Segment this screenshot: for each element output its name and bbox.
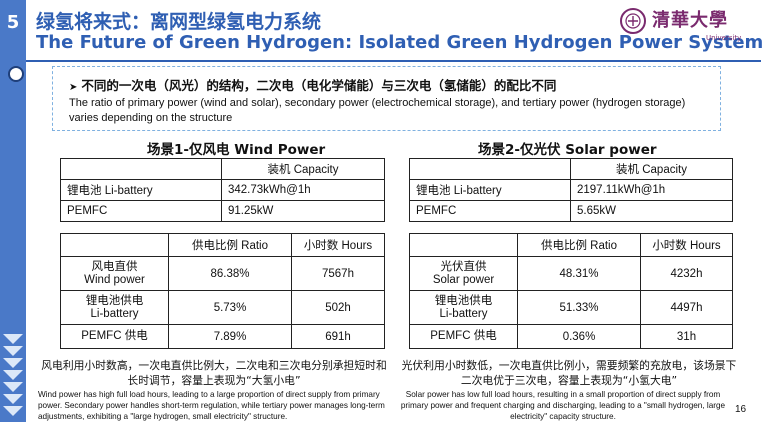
table-row: 锂电池供电 Li-battery 51.33% 4497h	[409, 290, 733, 325]
table-row: 装机 Capacity	[409, 158, 733, 180]
scenario2-ratio-table: 供电比例 Ratio 小时数 Hours 光伏直供 Solar power 48.31…	[409, 233, 733, 349]
scenario2-summary-english: Solar power has low full load hours, res…	[400, 390, 726, 421]
table-row: PEMFC 供电 7.89% 691h	[60, 324, 385, 349]
scenario2-title: 场景2-仅光伏 Solar power	[478, 142, 657, 158]
table-row: PEMFC 91.25kW	[60, 200, 385, 222]
title-rule-dot	[8, 66, 24, 82]
university-logo-sub: University	[706, 34, 742, 42]
scenario1-ratio-table: 供电比例 Ratio 小时数 Hours 风电直供 Wind power 86.38%…	[60, 233, 385, 349]
decorative-chevrons	[0, 334, 26, 418]
table-row: 装机 Capacity	[60, 158, 385, 180]
arrow-bullet-icon: ➤	[69, 82, 78, 93]
table-row: PEMFC 供电 0.36% 31h	[409, 324, 733, 349]
table-row: 锂电池供电 Li-battery 5.73% 502h	[60, 290, 385, 325]
slide-number: 5	[6, 12, 20, 33]
slide-title-chinese: 绿氢将来式：离网型绿氢电力系统	[36, 11, 322, 33]
university-seal-icon	[620, 8, 646, 34]
table-row: 锂电池 Li-battery 342.73kWh@1h	[60, 179, 385, 201]
scenario1-summary-english: Wind power has high full load hours, lea…	[38, 390, 385, 421]
scenario2-capacity-table: 装机 Capacity 锂电池 Li-battery 2197.11kWh@1h …	[409, 158, 733, 222]
capacity-header: 装机 Capacity	[570, 158, 733, 180]
slide-title-english: The Future of Green Hydrogen: Isolated G…	[36, 32, 764, 53]
scenario2-summary-chinese: 光伏利用小时数低，一次电直供比例小，需要频繁的充放电，该场景下二次电优于三次电，…	[401, 359, 737, 387]
table-row: 锂电池 Li-battery 2197.11kWh@1h	[409, 179, 733, 201]
callout-chinese: ➤ 不同的一次电（风光）的结构，二次电（电化学储能）与三次电（氢储能）的配比不同	[69, 78, 557, 93]
table-row: 风电直供 Wind power 86.38% 7567h	[60, 256, 385, 291]
university-logo-text: 清華大學	[652, 10, 728, 31]
scenario1-title: 场景1-仅风电 Wind Power	[147, 142, 326, 158]
table-row: 供电比例 Ratio 小时数 Hours	[409, 233, 733, 257]
capacity-header: 装机 Capacity	[221, 158, 385, 180]
scenario1-capacity-table: 装机 Capacity 锂电池 Li-battery 342.73kWh@1h P…	[60, 158, 385, 222]
callout-english: The ratio of primary power (wind and sol…	[69, 97, 686, 124]
title-underline	[26, 60, 761, 62]
table-row: 供电比例 Ratio 小时数 Hours	[60, 233, 385, 257]
scenario1-summary-chinese: 风电利用小时数高，一次电直供比例大，二次电和三次电分别承担短时和长时调节，容量上…	[41, 359, 387, 387]
table-row: 光伏直供 Solar power 48.31% 4232h	[409, 256, 733, 291]
table-row: PEMFC 5.65kW	[409, 200, 733, 222]
page-number: 16	[735, 404, 747, 415]
key-point-callout: ➤ 不同的一次电（风光）的结构，二次电（电化学储能）与三次电（氢储能）的配比不同 …	[52, 66, 721, 131]
